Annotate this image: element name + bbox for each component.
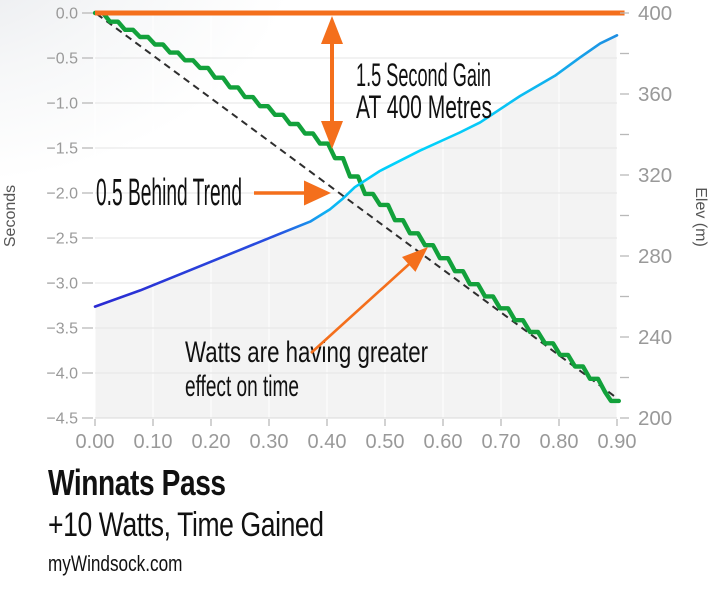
x-tick-label: 0.80	[540, 431, 579, 453]
axis-ticks	[82, 12, 629, 426]
y-right-axis-title: Elev (m)	[692, 187, 709, 247]
x-tick-label: 0.10	[134, 431, 173, 453]
watermark: myWindsock.com	[48, 551, 183, 576]
y-left-tick-label: −3.5	[46, 321, 78, 338]
arrowhead	[304, 180, 331, 206]
x-tick-label: 0.00	[76, 431, 115, 453]
x-tick-label: 0.40	[308, 431, 347, 453]
y-left-tick-label: −2.0	[46, 186, 78, 203]
annotation-text: effect on time	[185, 370, 299, 403]
x-tick-label: 0.60	[424, 431, 463, 453]
annotation-text: 1.5 Second Gain	[356, 57, 491, 93]
chart-subtitle: +10 Watts, Time Gained	[48, 506, 324, 544]
x-tick-label: 0.50	[366, 431, 405, 453]
x-tick-label: 0.20	[192, 431, 231, 453]
y-right-tick-label: 360	[638, 83, 672, 106]
time-gained-chart: 0.0 −0.5 −1.0 −1.5 −2.0 −2.5 −3.0 −3.5 −4.0 −4.5 4…	[2, 2, 709, 453]
annotation-behind-trend-label: 0.5 Behind Trend	[96, 172, 242, 214]
annotation-text: 0.5 Behind Trend	[96, 172, 242, 214]
y-right-tick-label: 280	[638, 245, 672, 268]
y-right-tick-label: 240	[638, 326, 672, 349]
y-left-tick-label: −1.0	[46, 96, 78, 113]
y-left-tick-label: −0.5	[46, 51, 78, 68]
y-left-tick-label: 0.0	[56, 6, 78, 23]
y-left-tick-label: −3.0	[46, 276, 78, 293]
y-left-tick-label: −2.5	[46, 231, 78, 248]
y-left-tick-label: −1.5	[46, 141, 78, 158]
elevation-line	[93, 34, 619, 308]
arrowhead	[402, 247, 428, 272]
y-right-tick-label: 400	[638, 2, 672, 25]
chart-title: Winnats Pass	[48, 462, 226, 503]
gain-double-arrow	[321, 16, 343, 149]
behind-trend-arrow	[254, 180, 331, 206]
elevation-area-fill	[95, 35, 617, 419]
arrowhead	[321, 121, 343, 149]
y-left-tick-label: −4.5	[46, 411, 78, 428]
time-gained-line	[92, 10, 621, 404]
y-left-axis-title: Seconds	[2, 185, 19, 247]
annotation-text: AT 400 Metres	[356, 89, 492, 125]
x-tick-label: 0.30	[250, 431, 289, 453]
y-right-tick-label: 200	[638, 407, 672, 430]
arrowhead	[321, 16, 343, 44]
x-tick-label: 0.70	[482, 431, 521, 453]
axis-labels: 0.0 −0.5 −1.0 −1.5 −2.0 −2.5 −3.0 −3.5 −4.0 −4.5 4…	[46, 2, 672, 453]
watts-arrow	[310, 247, 428, 354]
x-tick-label: 0.90	[598, 431, 637, 453]
annotation-text: Watts are having greater	[185, 336, 428, 369]
y-left-tick-label: −4.0	[46, 366, 78, 383]
y-right-tick-label: 320	[638, 164, 672, 187]
